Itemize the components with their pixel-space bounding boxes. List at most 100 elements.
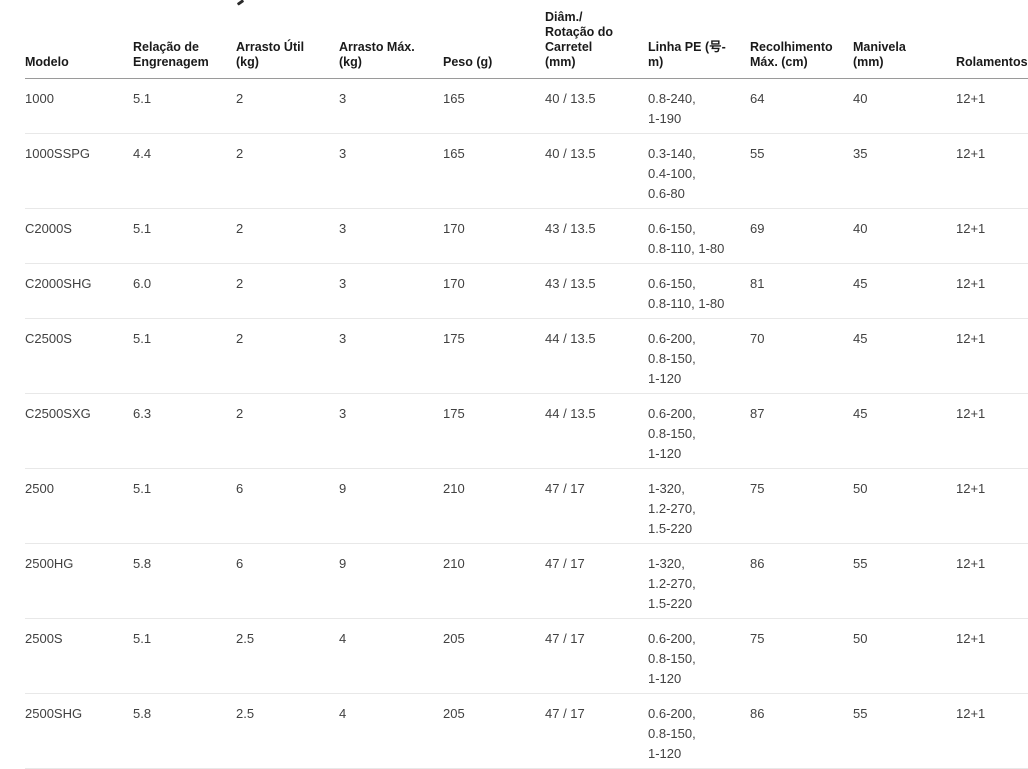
- cell-peso: 210: [443, 543, 545, 619]
- col-header-peso: Peso (g): [443, 0, 545, 79]
- cell-rolamentos: 12+1: [956, 78, 1028, 134]
- cell-linha-pe: 0.6-200, 0.8-150, 1-120: [648, 318, 750, 394]
- cell-linha-pe: 1-320, 1.2-270, 1.5-220: [648, 468, 750, 544]
- cell-linha-pe: 0.6-150, 0.8-110, 1-80: [648, 263, 750, 319]
- specs-table-body: 1000 5.1 2 3 165 40 / 13.5 0.8-240, 1-190 64 40 1…: [25, 78, 1028, 769]
- cell-rolamentos: 12+1: [956, 693, 1028, 769]
- cell-linha-pe: 0.6-150, 0.8-110, 1-80: [648, 208, 750, 264]
- cell-linha-pe: 0.6-200, 0.8-150, 1-120: [648, 393, 750, 469]
- specs-table: Modelo Relação de Engrenagem Arrasto Úti…: [25, 0, 1028, 769]
- cell-modelo: C2500S: [25, 318, 133, 394]
- cell-modelo: C2000SHG: [25, 263, 133, 319]
- cell-modelo: 2500: [25, 468, 133, 544]
- cell-diam-rotacao-carretel: 47 / 17: [545, 618, 648, 694]
- cell-arrasto-max: 3: [339, 318, 443, 394]
- cell-arrasto-max: 4: [339, 693, 443, 769]
- cell-recolhimento-max: 75: [750, 618, 853, 694]
- cell-arrasto-max: 3: [339, 263, 443, 319]
- cell-diam-rotacao-carretel: 40 / 13.5: [545, 133, 648, 209]
- cell-manivela: 50: [853, 618, 956, 694]
- cell-diam-rotacao-carretel: 47 / 17: [545, 468, 648, 544]
- cell-arrasto-max: 9: [339, 468, 443, 544]
- cell-manivela: 40: [853, 78, 956, 134]
- cell-relacao-engrenagem: 5.8: [133, 693, 236, 769]
- cell-relacao-engrenagem: 6.0: [133, 263, 236, 319]
- cell-manivela: 40: [853, 208, 956, 264]
- cell-recolhimento-max: 70: [750, 318, 853, 394]
- cell-modelo: C2500SXG: [25, 393, 133, 469]
- cell-arrasto-util: 2: [236, 393, 339, 469]
- cell-relacao-engrenagem: 5.1: [133, 318, 236, 394]
- cell-relacao-engrenagem: 5.1: [133, 468, 236, 544]
- table-row: C2000SHG 6.0 2 3 170 43 / 13.5 0.6-150, 0.8-11…: [25, 263, 1028, 319]
- cell-arrasto-max: 3: [339, 133, 443, 209]
- cell-arrasto-util: 2: [236, 133, 339, 209]
- cell-arrasto-max: 9: [339, 543, 443, 619]
- cell-arrasto-max: 3: [339, 393, 443, 469]
- cell-relacao-engrenagem: 5.1: [133, 78, 236, 134]
- cell-recolhimento-max: 75: [750, 468, 853, 544]
- cell-modelo: 1000SSPG: [25, 133, 133, 209]
- cell-arrasto-util: 2: [236, 318, 339, 394]
- table-row: C2500S 5.1 2 3 175 44 / 13.5 0.6-200, 0.8-150,…: [25, 318, 1028, 394]
- col-header-linha-pe: Linha PE (号- m): [648, 0, 750, 79]
- cell-modelo: 2500S: [25, 618, 133, 694]
- table-row: 2500SHG 5.8 2.5 4 205 47 / 17 0.6-200, 0.8-150…: [25, 693, 1028, 769]
- cell-recolhimento-max: 55: [750, 133, 853, 209]
- cell-recolhimento-max: 86: [750, 543, 853, 619]
- header-row: Modelo Relação de Engrenagem Arrasto Úti…: [25, 0, 1028, 79]
- table-row: C2000S 5.1 2 3 170 43 / 13.5 0.6-150, 0.8-110,…: [25, 208, 1028, 264]
- cell-linha-pe: 1-320, 1.2-270, 1.5-220: [648, 543, 750, 619]
- table-row: C2500SXG 6.3 2 3 175 44 / 13.5 0.6-200, 0.8-15…: [25, 393, 1028, 469]
- cell-diam-rotacao-carretel: 43 / 13.5: [545, 263, 648, 319]
- cell-linha-pe: 0.8-240, 1-190: [648, 78, 750, 134]
- col-header-rolamentos: Rolamentos: [956, 0, 1028, 79]
- table-row: 2500 5.1 6 9 210 47 / 17 1-320, 1.2-270, 1.5-2…: [25, 468, 1028, 544]
- cell-linha-pe: 0.6-200, 0.8-150, 1-120: [648, 693, 750, 769]
- cell-recolhimento-max: 69: [750, 208, 853, 264]
- cell-manivela: 45: [853, 263, 956, 319]
- cell-peso: 165: [443, 133, 545, 209]
- cell-rolamentos: 12+1: [956, 263, 1028, 319]
- cell-recolhimento-max: 86: [750, 693, 853, 769]
- cell-relacao-engrenagem: 5.1: [133, 208, 236, 264]
- table-row: 2500HG 5.8 6 9 210 47 / 17 1-320, 1.2-270, 1.5…: [25, 543, 1028, 619]
- table-row: 1000SSPG 4.4 2 3 165 40 / 13.5 0.3-140, 0.4-10…: [25, 133, 1028, 209]
- cell-arrasto-max: 4: [339, 618, 443, 694]
- cell-arrasto-max: 3: [339, 78, 443, 134]
- specs-table-container: Modelo Relação de Engrenagem Arrasto Úti…: [25, 0, 1028, 769]
- cell-arrasto-util: 2.5: [236, 618, 339, 694]
- cell-rolamentos: 12+1: [956, 318, 1028, 394]
- cell-modelo: C2000S: [25, 208, 133, 264]
- cell-peso: 205: [443, 618, 545, 694]
- cell-relacao-engrenagem: 6.3: [133, 393, 236, 469]
- cell-rolamentos: 12+1: [956, 393, 1028, 469]
- cell-peso: 175: [443, 393, 545, 469]
- specs-table-header: Modelo Relação de Engrenagem Arrasto Úti…: [25, 0, 1028, 79]
- cell-arrasto-util: 6: [236, 468, 339, 544]
- cell-arrasto-util: 2.5: [236, 693, 339, 769]
- cell-recolhimento-max: 87: [750, 393, 853, 469]
- cell-diam-rotacao-carretel: 43 / 13.5: [545, 208, 648, 264]
- cell-modelo: 2500SHG: [25, 693, 133, 769]
- cell-peso: 205: [443, 693, 545, 769]
- cell-peso: 165: [443, 78, 545, 134]
- cell-arrasto-util: 2: [236, 208, 339, 264]
- cell-rolamentos: 12+1: [956, 208, 1028, 264]
- cell-manivela: 55: [853, 543, 956, 619]
- cell-peso: 175: [443, 318, 545, 394]
- cell-diam-rotacao-carretel: 44 / 13.5: [545, 393, 648, 469]
- cell-peso: 170: [443, 263, 545, 319]
- cell-arrasto-util: 2: [236, 78, 339, 134]
- cell-linha-pe: 0.3-140, 0.4-100, 0.6-80: [648, 133, 750, 209]
- cell-relacao-engrenagem: 4.4: [133, 133, 236, 209]
- cell-manivela: 45: [853, 393, 956, 469]
- cell-arrasto-util: 2: [236, 263, 339, 319]
- col-header-manivela: Manivela (mm): [853, 0, 956, 79]
- cell-arrasto-max: 3: [339, 208, 443, 264]
- col-header-relacao-engrenagem: Relação de Engrenagem: [133, 0, 236, 79]
- cell-manivela: 45: [853, 318, 956, 394]
- cell-manivela: 35: [853, 133, 956, 209]
- table-row: 1000 5.1 2 3 165 40 / 13.5 0.8-240, 1-190 64 40 1…: [25, 78, 1028, 134]
- cell-rolamentos: 12+1: [956, 468, 1028, 544]
